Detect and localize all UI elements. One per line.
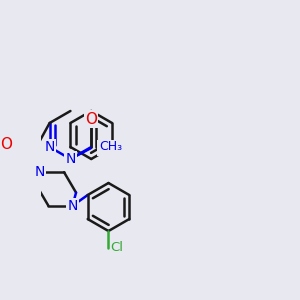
Text: N: N [98, 141, 108, 155]
Text: N: N [35, 165, 45, 179]
Text: O: O [0, 137, 12, 152]
Text: N: N [67, 199, 78, 213]
Text: N: N [65, 152, 76, 166]
Text: N: N [44, 140, 55, 154]
Text: O: O [85, 112, 97, 127]
Text: CH₃: CH₃ [100, 140, 123, 153]
Text: Cl: Cl [111, 241, 124, 254]
